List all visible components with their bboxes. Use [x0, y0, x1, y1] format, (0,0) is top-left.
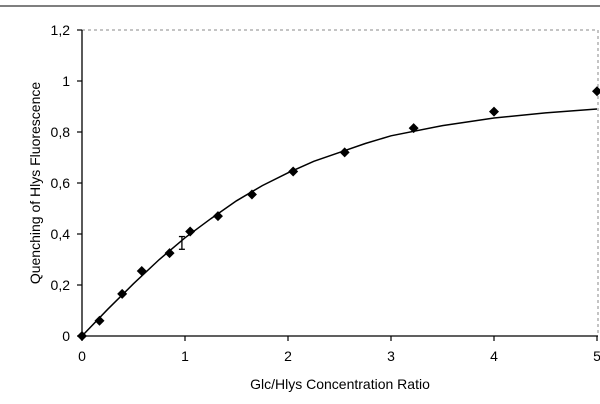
- x-tick-label: 0: [78, 348, 86, 364]
- y-tick-label: 0,6: [51, 175, 71, 191]
- data-point-marker: [77, 331, 87, 341]
- plot-area-frame: [81, 29, 599, 337]
- x-tick-label: 5: [593, 348, 600, 364]
- data-points-group: [77, 86, 600, 341]
- data-point-marker: [212, 211, 223, 222]
- y-tick-label: 0,8: [51, 124, 71, 140]
- data-point-marker: [408, 123, 419, 134]
- data-point-marker: [136, 265, 147, 276]
- error-bar-group: [178, 235, 185, 250]
- data-point-marker: [288, 166, 299, 177]
- x-tick-label: 2: [284, 348, 292, 364]
- x-tick-label: 1: [181, 348, 189, 364]
- y-tick-label: 0,4: [51, 226, 71, 242]
- data-point-marker: [339, 147, 350, 158]
- x-tick-label: 4: [490, 348, 498, 364]
- y-tick-label: 1: [62, 73, 70, 89]
- data-point-marker: [489, 106, 499, 117]
- y-tick-label: 1,2: [51, 22, 71, 38]
- y-tick-label: 0: [62, 328, 70, 344]
- x-tick-label: 3: [387, 348, 395, 364]
- data-point-marker: [164, 248, 175, 259]
- x-axis-title: Glc/Hlys Concentration Ratio: [250, 376, 430, 392]
- fit-curve: [81, 108, 598, 337]
- y-axis-title: Quenching of Hlys Fluorescence: [27, 82, 43, 285]
- data-point-marker: [94, 315, 105, 326]
- data-point-marker: [246, 189, 257, 200]
- data-point-marker: [592, 86, 600, 97]
- data-point-marker: [185, 226, 196, 237]
- data-point-marker: [117, 288, 128, 299]
- y-tick-label: 0,2: [51, 277, 71, 293]
- fit-curve-group: [81, 108, 598, 337]
- axes: 0 0,2 0,4 0,6 0,8 1 1,2 0 1 2 3 4 5: [51, 22, 600, 364]
